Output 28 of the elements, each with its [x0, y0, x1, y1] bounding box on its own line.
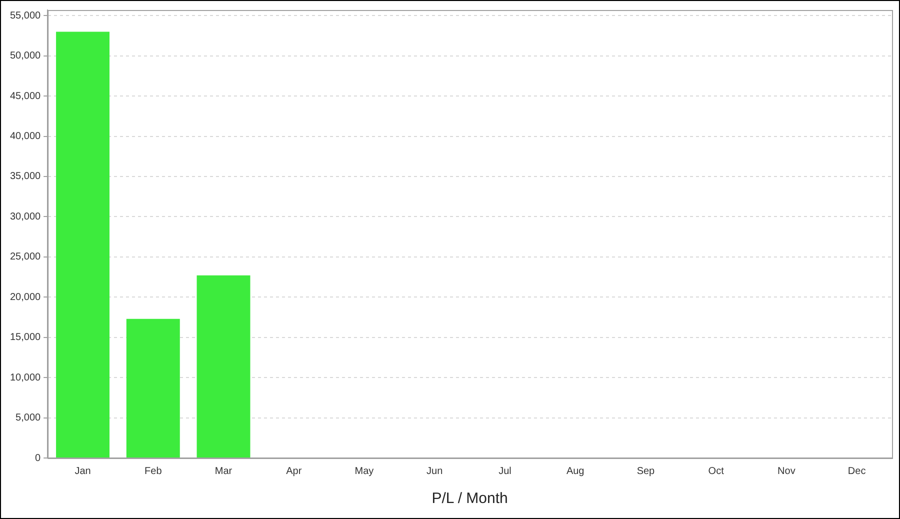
y-tick-label: 0: [35, 452, 42, 464]
bar: [196, 275, 250, 458]
bar: [126, 318, 180, 458]
y-tick-label: 40,000: [10, 131, 42, 142]
y-tick-label: 35,000: [10, 171, 42, 182]
x-tick-label: Aug: [566, 466, 584, 477]
y-tick-label: 45,000: [10, 90, 42, 102]
y-tick-label: 5,000: [16, 412, 42, 424]
x-tick-label: Apr: [286, 466, 302, 477]
y-tick-label: 25,000: [10, 252, 42, 263]
x-tick-label: May: [354, 466, 374, 477]
y-tick-label: 50,000: [10, 50, 42, 62]
y-tick-label: 55,000: [10, 10, 42, 22]
y-tick-label: 20,000: [10, 292, 42, 303]
x-tick-label: Mar: [214, 466, 233, 477]
x-axis-title: P/L / Month: [432, 490, 508, 508]
bar: [56, 32, 110, 458]
x-tick-label: Jul: [498, 466, 512, 477]
x-tick-label: Nov: [778, 466, 796, 477]
x-tick-label: Jun: [426, 466, 443, 477]
x-tick-label: Sep: [636, 466, 656, 477]
x-tick-label: Oct: [708, 466, 724, 477]
x-tick-label: Dec: [848, 466, 866, 477]
x-tick-label: Feb: [144, 466, 162, 477]
y-tick-label: 10,000: [10, 372, 42, 384]
x-tick-label: Jan: [74, 466, 91, 477]
y-tick-label: 15,000: [10, 332, 42, 344]
y-tick-label: 30,000: [10, 211, 42, 222]
